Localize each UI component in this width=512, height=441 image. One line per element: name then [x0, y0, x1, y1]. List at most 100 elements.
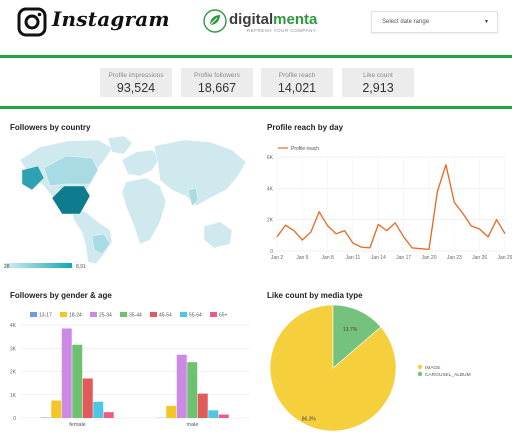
line-y-tick-label: 0 — [270, 249, 273, 255]
brand-name: digitalmenta — [229, 11, 317, 28]
kpi-value: 2,913 — [362, 81, 394, 95]
map-region-europe — [121, 149, 161, 177]
bar — [208, 410, 219, 418]
pie-legend-label: IMAGE — [425, 365, 440, 371]
kpi-value: 18,667 — [197, 81, 237, 95]
kpi-profile-followers: Profile followers 18,667 — [181, 68, 253, 97]
pie-legend-swatch — [417, 364, 423, 370]
bar — [218, 414, 229, 418]
bar-legend-label: 35-44 — [129, 313, 142, 319]
bar — [197, 393, 208, 418]
line-x-tick-label: Jan 2 — [271, 255, 283, 261]
bar — [72, 344, 83, 418]
pie-slice — [269, 304, 397, 432]
bar-marks — [40, 328, 229, 418]
map-title: Followers by country — [10, 123, 91, 132]
pie-slice-label: 86.3% — [302, 417, 317, 423]
bar-legend-swatch — [150, 312, 157, 317]
kpi-profile-reach: Profile reach 14,021 — [261, 68, 333, 97]
bar — [93, 401, 104, 418]
bar-legend-swatch — [180, 312, 187, 317]
pie-slice-label: 13.7% — [343, 327, 358, 333]
line-x-tick-label: Jan 5 — [296, 255, 308, 261]
pie-labels: 86.3% 13.7% — [302, 327, 358, 423]
bar-legend-label: 65+ — [219, 313, 228, 319]
kpi-like-count: Like count 2,913 — [342, 68, 414, 97]
bar-y-ticks: 0 1K 2K 3K 4K — [10, 323, 17, 422]
line-x-tick-label: Jan 14 — [371, 255, 386, 261]
leaf-icon — [203, 9, 227, 33]
date-range-placeholder: Select date range — [382, 19, 430, 25]
bar-legend-swatch — [60, 312, 67, 317]
instagram-wordmark: Instagram — [52, 7, 170, 31]
bar — [82, 378, 93, 418]
green-divider-bottom — [0, 106, 512, 109]
line-x-tick-label: Jan 23 — [447, 255, 462, 261]
bar-legend: 13-17 18-24 25-34 35-44 45-54 55-64 65+ — [30, 312, 228, 319]
map-region-india — [187, 187, 199, 207]
map-region-brazil — [91, 233, 111, 255]
map-region-greenland — [107, 135, 133, 155]
map-color-scale — [4, 263, 72, 268]
bar-legend-swatch — [30, 312, 37, 317]
bar-legend-label: 45-54 — [159, 313, 172, 319]
line-x-tick-label: Jan 29 — [497, 255, 512, 261]
bar-legend-swatch — [120, 312, 127, 317]
map-region-usa — [51, 185, 91, 215]
bar-legend-label: 25-34 — [99, 313, 112, 319]
bar-legend-swatch — [90, 312, 97, 317]
bar-grid — [20, 324, 250, 419]
bar-y-tick-label: 4K — [10, 323, 17, 329]
dropdown-caret-icon: ▼ — [484, 19, 489, 25]
bar-y-tick-label: 1K — [10, 393, 17, 399]
bar-legend-label: 18-24 — [69, 313, 82, 319]
brand-tagline: REFRESH YOUR COMPANY — [247, 28, 317, 33]
map-scale-max: 8,91 — [76, 264, 86, 270]
line-x-tick-label: Jan 8 — [322, 255, 334, 261]
bar — [187, 362, 198, 418]
bar — [166, 405, 177, 418]
pie-legend-swatch — [417, 371, 423, 377]
bar-legend-label: 55-64 — [189, 313, 202, 319]
line-x-tick-label: Jan 17 — [396, 255, 411, 261]
line-y-tick-label: 2K — [267, 218, 274, 224]
map-region-alaska — [21, 165, 45, 191]
pie-slices — [269, 304, 397, 432]
kpi-label: Profile reach — [278, 72, 316, 79]
pie-slice — [332, 304, 382, 369]
map-highlights — [21, 155, 199, 255]
date-range-select[interactable]: Select date range ▼ — [371, 11, 498, 33]
kpi-label: Profile followers — [194, 72, 240, 79]
bar-x-ticks: female male — [69, 422, 198, 428]
pie-chart-title: Like count by media type — [267, 291, 363, 300]
brand-name-b: menta — [273, 11, 318, 28]
bar-x-tick-label: female — [69, 422, 86, 428]
line-chart-title: Profile reach by day — [267, 123, 344, 132]
bar — [176, 354, 187, 418]
bar-y-tick-label: 2K — [10, 370, 17, 376]
line-x-tick-label: Jan 26 — [472, 255, 487, 261]
kpi-profile-impressions: Profile impressions 93,524 — [100, 68, 172, 97]
line-y-ticks: 0 2K 4K 6K — [267, 155, 274, 255]
map-region-africa — [121, 177, 167, 245]
kpi-label: Like count — [363, 72, 393, 79]
bar — [103, 412, 114, 418]
bar-legend-swatch — [210, 312, 217, 317]
bar-legend-label: 13-17 — [39, 313, 52, 319]
map-region-canada — [43, 155, 99, 187]
bar — [61, 328, 72, 418]
map-region-australia — [203, 221, 233, 249]
bar-chart-title: Followers by gender & age — [10, 291, 112, 300]
pie-legend-label: CAROUSEL_ALBUM — [425, 372, 471, 378]
bar-x-tick-label: male — [187, 422, 199, 428]
kpi-label: Profile impressions — [108, 72, 164, 79]
map-region-asia — [153, 139, 247, 207]
line-x-tick-label: Jan 20 — [421, 255, 436, 261]
profile-reach-line — [276, 164, 506, 251]
line-legend-label: Profile reach — [291, 146, 319, 152]
